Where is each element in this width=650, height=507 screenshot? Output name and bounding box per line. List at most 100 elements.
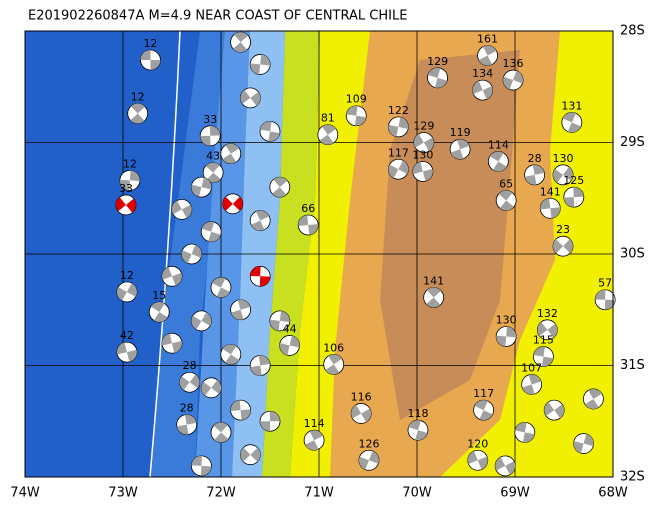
beachball bbox=[539, 197, 561, 219]
depth-label: 28 bbox=[180, 402, 194, 415]
beachball-quadrant bbox=[413, 133, 424, 148]
beachball bbox=[427, 67, 448, 89]
beachball-quadrant bbox=[222, 153, 237, 164]
beachball-quadrant bbox=[181, 250, 192, 264]
beachball-quadrant bbox=[499, 200, 514, 211]
beachball-quadrant bbox=[478, 55, 493, 66]
depth-label: 28 bbox=[528, 152, 542, 165]
beachball-quadrant bbox=[493, 161, 507, 172]
beachball-quadrant bbox=[361, 408, 372, 423]
beachball-quadrant bbox=[237, 299, 251, 310]
beachball bbox=[249, 355, 271, 376]
depth-label: 129 bbox=[427, 55, 448, 68]
beachball-quadrant bbox=[477, 456, 488, 470]
beachball-quadrant bbox=[308, 223, 319, 235]
beachball-quadrant bbox=[172, 272, 183, 286]
beachball-quadrant bbox=[209, 125, 221, 136]
depth-label: 114 bbox=[488, 138, 509, 151]
beachball-quadrant bbox=[479, 410, 493, 421]
beachball bbox=[521, 374, 543, 395]
beachball bbox=[161, 332, 183, 354]
beachball-quadrant bbox=[150, 301, 165, 312]
beachball-quadrant bbox=[537, 321, 548, 336]
depth-label: 28 bbox=[183, 359, 197, 372]
beachball-quadrant bbox=[258, 355, 271, 366]
beachball-quadrant bbox=[259, 276, 271, 287]
beachball-quadrant bbox=[250, 266, 261, 277]
beachball-quadrant bbox=[172, 340, 182, 353]
beachball-quadrant bbox=[583, 433, 594, 447]
beachball-quadrant bbox=[408, 420, 421, 431]
beachball-quadrant bbox=[563, 166, 574, 181]
depth-label: 130 bbox=[496, 314, 517, 327]
beachball bbox=[119, 170, 141, 191]
beachball bbox=[297, 214, 319, 236]
depth-label: 81 bbox=[321, 112, 335, 125]
beachball-quadrant bbox=[234, 32, 249, 43]
beachball-quadrant bbox=[322, 124, 337, 135]
beachball bbox=[494, 455, 516, 477]
beachball bbox=[495, 326, 517, 347]
depth-label: 106 bbox=[323, 341, 344, 354]
x-tick-label: 73W bbox=[108, 486, 138, 501]
beachball bbox=[317, 124, 339, 146]
beachball bbox=[407, 419, 429, 441]
beachball bbox=[116, 281, 138, 303]
beachball-quadrant bbox=[232, 196, 243, 211]
depth-label: 117 bbox=[388, 146, 409, 159]
beachball bbox=[543, 399, 565, 421]
beachball bbox=[487, 151, 509, 172]
beachball bbox=[220, 343, 242, 365]
beachball bbox=[210, 277, 232, 298]
beachball bbox=[259, 120, 281, 142]
depth-label: 129 bbox=[413, 120, 434, 133]
beachball bbox=[423, 287, 445, 308]
beachball-quadrant bbox=[268, 131, 280, 142]
beachball-quadrant bbox=[553, 239, 564, 254]
beachball bbox=[477, 45, 498, 66]
beachball bbox=[387, 116, 409, 138]
beachball bbox=[239, 444, 261, 466]
beachball-quadrant bbox=[426, 287, 442, 298]
beachball bbox=[249, 54, 271, 75]
beachball bbox=[323, 353, 345, 375]
beachball bbox=[230, 31, 252, 53]
beachball-quadrant bbox=[115, 197, 126, 212]
depth-label: 122 bbox=[388, 104, 409, 117]
beachball bbox=[249, 210, 271, 231]
beachball-quadrant bbox=[522, 432, 535, 443]
depth-label: 12 bbox=[131, 91, 145, 104]
depth-label: 33 bbox=[119, 182, 133, 195]
x-tick-label: 72W bbox=[206, 486, 236, 501]
beachball-quadrant bbox=[346, 105, 358, 116]
beachball-quadrant bbox=[191, 184, 202, 197]
beachball-quadrant bbox=[273, 177, 288, 188]
beachball-quadrant bbox=[153, 311, 168, 322]
depth-label: 109 bbox=[346, 93, 367, 106]
beachball-quadrant bbox=[528, 374, 542, 385]
beachball-quadrant bbox=[522, 384, 535, 395]
beachball bbox=[249, 265, 271, 287]
beachball-quadrant bbox=[513, 70, 524, 84]
beachball bbox=[350, 403, 372, 424]
beachball bbox=[202, 162, 224, 184]
depth-label: 130 bbox=[553, 152, 574, 165]
beachball bbox=[239, 87, 261, 109]
beachball-quadrant bbox=[129, 170, 140, 182]
beachball-quadrant bbox=[200, 465, 212, 476]
beachball bbox=[594, 289, 616, 311]
beachball-quadrant bbox=[544, 402, 555, 416]
beachball bbox=[181, 243, 203, 265]
beachball-quadrant bbox=[240, 89, 251, 104]
beachball-quadrant bbox=[116, 287, 127, 301]
beachball bbox=[536, 319, 558, 341]
beachball-quadrant bbox=[498, 190, 513, 201]
beachball bbox=[552, 164, 574, 186]
beachball-quadrant bbox=[573, 440, 584, 454]
x-tick-label: 71W bbox=[304, 486, 334, 501]
beachball bbox=[179, 371, 201, 393]
events bbox=[115, 31, 616, 477]
beachball-quadrant bbox=[233, 42, 248, 53]
beachball-quadrant bbox=[179, 376, 190, 391]
depth-label: 126 bbox=[358, 437, 379, 450]
